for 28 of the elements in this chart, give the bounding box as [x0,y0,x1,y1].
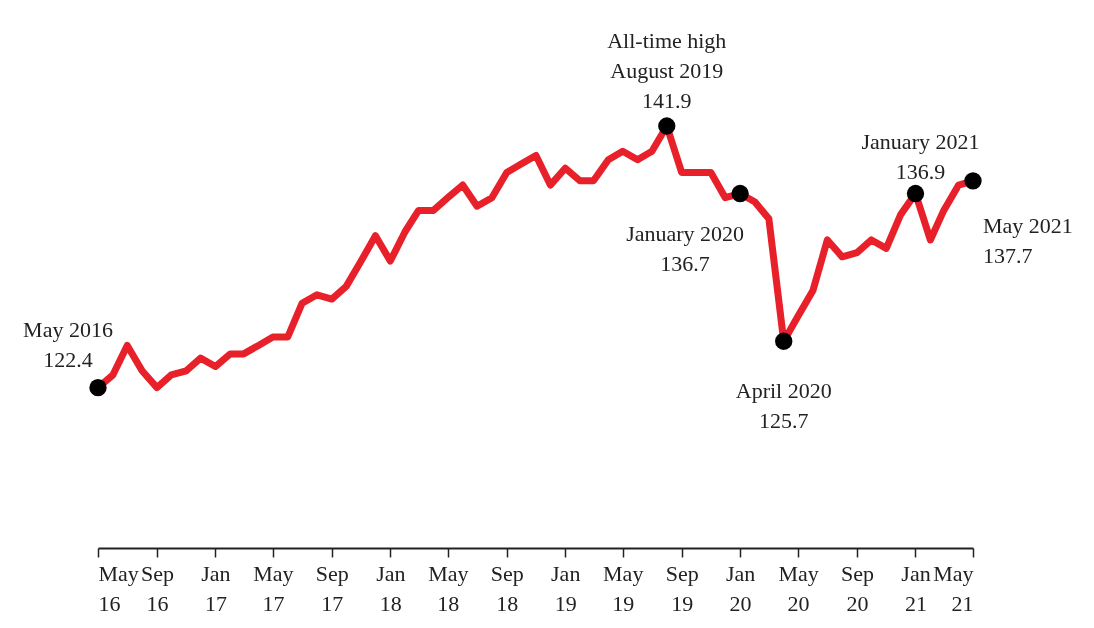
x-tick-label: May 17 [253,560,294,616]
x-tick-label: May 19 [603,560,644,616]
x-tick-label: Jan 19 [551,560,581,616]
x-tick-label: May 16 [98,560,139,616]
annotation: January 2021 136.9 [861,128,980,184]
annotation: January 2020 136.7 [626,220,745,276]
x-tick-label: Jan 17 [201,560,231,616]
x-tick-label: May 20 [778,560,819,616]
point [906,184,925,203]
x-tick-label: Sep 19 [665,560,699,616]
point [89,379,107,397]
x-tick-label: Sep 16 [140,560,174,616]
annotation: May 2021 137.7 [983,212,1073,268]
x-tick-label: Sep 18 [490,560,524,616]
x-tick-label: Jan 21 [901,560,931,616]
annotation: May 2016 122.4 [23,316,113,372]
x-tick-label: Jan 18 [376,560,406,616]
x-tick-label: Sep 20 [841,560,875,616]
annotation: All-time high August 2019 141.9 [607,28,727,113]
point [731,184,749,203]
x-tick-label: May 21 [933,560,974,616]
annotation: April 2020 125.7 [735,378,832,434]
x-tick-label: Sep 17 [315,560,349,616]
point [658,117,676,135]
point [775,332,793,350]
x-tick-label: Jan 20 [725,560,756,616]
point [964,172,982,190]
x-tick-label: May 18 [428,560,469,616]
